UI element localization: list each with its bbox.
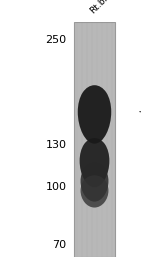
Text: 70: 70 <box>52 240 67 250</box>
Text: 100: 100 <box>46 182 67 192</box>
Text: Rt.brain: Rt.brain <box>88 0 120 16</box>
Ellipse shape <box>81 175 108 207</box>
Bar <box>101 22 103 257</box>
Bar <box>91 22 93 257</box>
Bar <box>81 22 83 257</box>
Bar <box>106 22 108 257</box>
Ellipse shape <box>80 138 109 187</box>
Text: 130: 130 <box>46 140 67 150</box>
Ellipse shape <box>78 85 111 144</box>
Bar <box>96 22 98 257</box>
Bar <box>76 22 78 257</box>
Bar <box>111 22 113 257</box>
Ellipse shape <box>81 163 108 202</box>
Text: 250: 250 <box>45 35 67 45</box>
Bar <box>86 22 88 257</box>
Bar <box>74 22 115 257</box>
Polygon shape <box>139 111 146 113</box>
